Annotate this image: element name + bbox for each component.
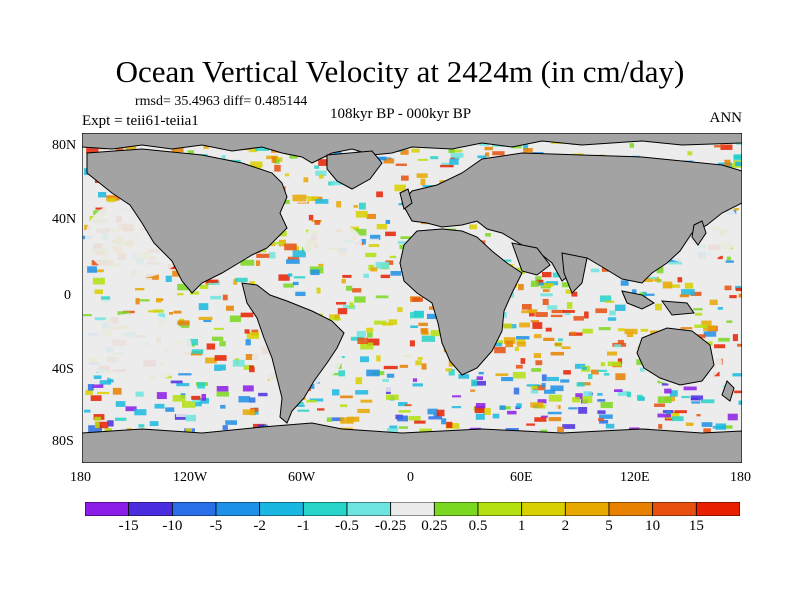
lat-tick-80s: 80S	[52, 434, 74, 449]
colorbar-swatch	[171, 502, 217, 516]
colorbar-label: 0.5	[468, 518, 488, 534]
lon-tick-0: 0	[407, 470, 414, 485]
colorbar-swatch	[128, 502, 173, 516]
colorbar-swatch	[215, 502, 261, 516]
colorbar-label: -10	[162, 518, 183, 534]
colorbar-label: -2	[253, 518, 266, 534]
colorbar-swatch	[302, 502, 348, 516]
lon-tick-180w: 180	[70, 470, 91, 485]
period-label: 108kyr BP - 000kyr BP	[330, 106, 472, 122]
colorbar-swatch	[477, 502, 523, 516]
season-label: ANN	[709, 110, 743, 126]
lat-tick-40n: 40N	[52, 212, 77, 227]
lat-tick-80n: 80N	[52, 138, 77, 153]
colorbar-label: -5	[209, 518, 223, 534]
colorbar-swatch	[564, 502, 610, 516]
colorbar-label: 15	[688, 518, 704, 534]
colorbar	[85, 502, 740, 516]
lon-tick-60e: 60E	[510, 470, 533, 485]
colorbar-swatch	[346, 502, 392, 516]
lon-tick-180e: 180	[730, 470, 751, 485]
colorbar-label: -15	[118, 518, 139, 534]
colorbar-swatch	[695, 502, 740, 516]
lon-tick-120e: 120E	[620, 470, 650, 485]
map-title: Ocean Vertical Velocity at 2424m (in cm/…	[115, 54, 685, 89]
lat-tick-40s: 40S	[52, 362, 74, 377]
colorbar-label: 1	[517, 518, 526, 534]
colorbar-label: 5	[605, 518, 613, 534]
land-masses	[82, 133, 742, 463]
colorbar-swatch	[608, 502, 654, 516]
colorbar-swatch	[521, 502, 566, 516]
colorbar-label: -1	[297, 518, 310, 534]
experiment-label: Expt = teii61-teiia1	[82, 113, 199, 129]
stats-text: rmsd= 35.4963 diff= 0.485144	[135, 94, 308, 109]
colorbar-swatch	[259, 502, 304, 516]
colorbar-label: -0.5	[335, 518, 359, 534]
colorbar-label: 0.25	[421, 518, 448, 534]
colorbar-swatch	[390, 502, 435, 516]
colorbar-label: 10	[645, 518, 661, 534]
colorbar-swatch	[433, 502, 479, 516]
lat-tick-0: 0	[64, 288, 71, 303]
world-map	[82, 133, 742, 463]
lon-tick-120w: 120W	[173, 470, 208, 485]
colorbar-swatch	[85, 502, 130, 516]
lon-tick-60w: 60W	[288, 470, 316, 485]
colorbar-label: -0.25	[375, 518, 407, 534]
colorbar-swatch	[652, 502, 697, 516]
colorbar-label: 2	[561, 518, 570, 534]
